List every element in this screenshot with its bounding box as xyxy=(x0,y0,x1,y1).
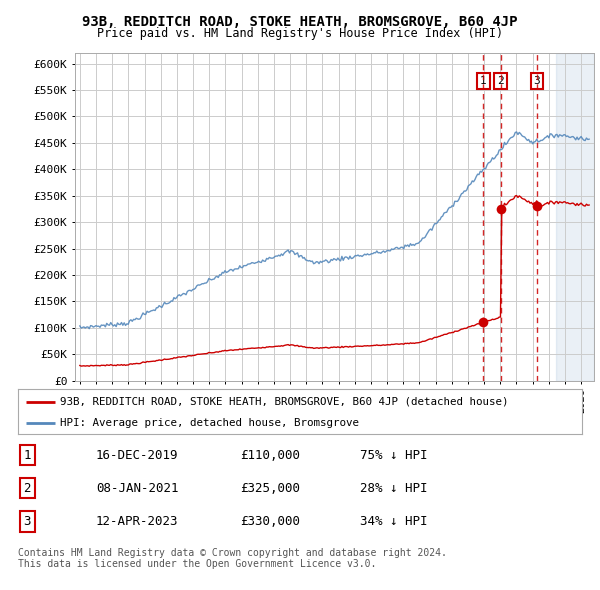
Text: 3: 3 xyxy=(23,514,31,528)
Text: 93B, REDDITCH ROAD, STOKE HEATH, BROMSGROVE, B60 4JP: 93B, REDDITCH ROAD, STOKE HEATH, BROMSGR… xyxy=(82,15,518,29)
Text: 1: 1 xyxy=(480,76,487,86)
Text: 1: 1 xyxy=(23,448,31,462)
Bar xyxy=(556,53,594,381)
Text: 28% ↓ HPI: 28% ↓ HPI xyxy=(360,481,427,495)
Bar xyxy=(556,53,594,381)
Text: 2: 2 xyxy=(497,76,504,86)
Text: 3: 3 xyxy=(534,76,541,86)
Text: 75% ↓ HPI: 75% ↓ HPI xyxy=(360,448,427,462)
Text: 16-DEC-2019: 16-DEC-2019 xyxy=(96,448,179,462)
Text: Price paid vs. HM Land Registry's House Price Index (HPI): Price paid vs. HM Land Registry's House … xyxy=(97,27,503,40)
Text: 12-APR-2023: 12-APR-2023 xyxy=(96,514,179,528)
Text: 93B, REDDITCH ROAD, STOKE HEATH, BROMSGROVE, B60 4JP (detached house): 93B, REDDITCH ROAD, STOKE HEATH, BROMSGR… xyxy=(60,397,509,407)
Text: 08-JAN-2021: 08-JAN-2021 xyxy=(96,481,179,495)
Text: 2: 2 xyxy=(23,481,31,495)
Text: HPI: Average price, detached house, Bromsgrove: HPI: Average price, detached house, Brom… xyxy=(60,418,359,428)
Text: 34% ↓ HPI: 34% ↓ HPI xyxy=(360,514,427,528)
Text: £325,000: £325,000 xyxy=(240,481,300,495)
Text: Contains HM Land Registry data © Crown copyright and database right 2024.
This d: Contains HM Land Registry data © Crown c… xyxy=(18,548,447,569)
Text: £330,000: £330,000 xyxy=(240,514,300,528)
Text: £110,000: £110,000 xyxy=(240,448,300,462)
